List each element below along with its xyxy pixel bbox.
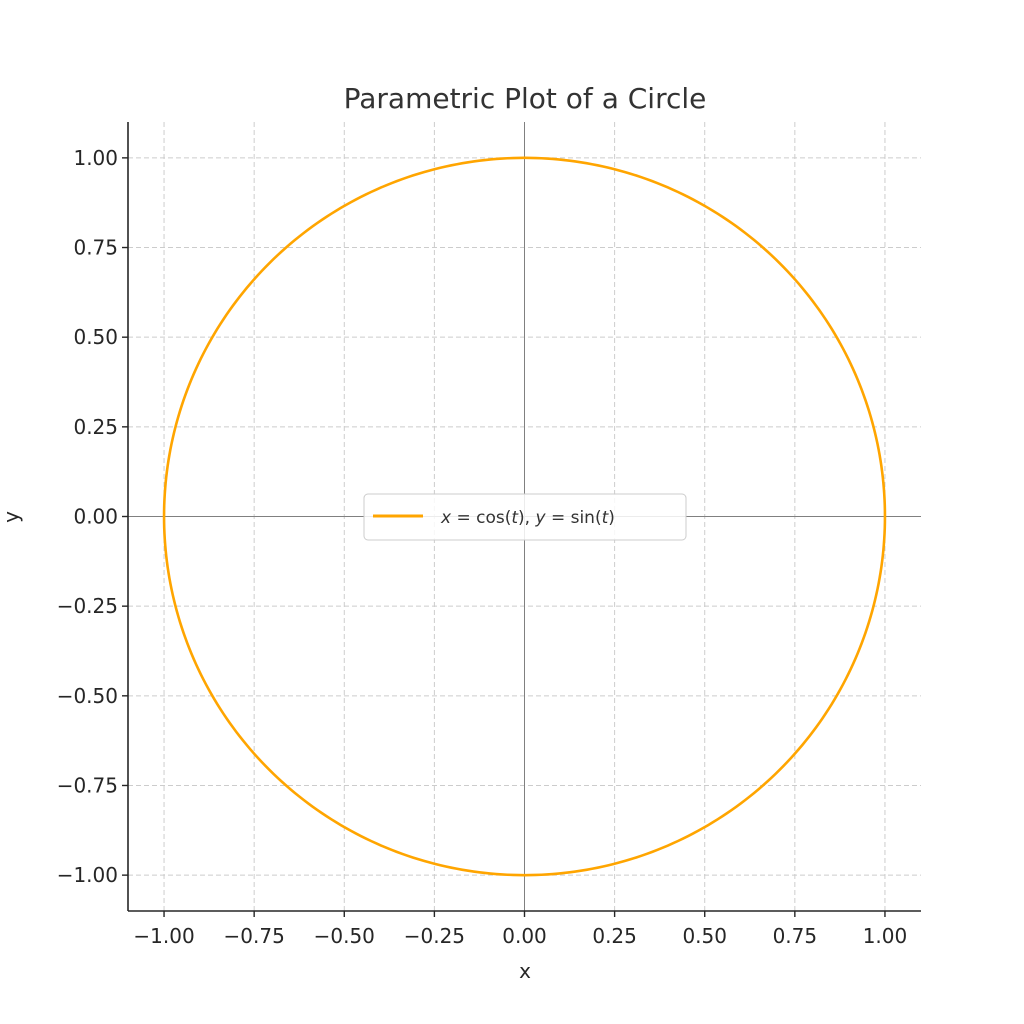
y-tick-label: 1.00 — [73, 146, 118, 170]
legend-label: x = cos(t), y = sin(t) — [440, 508, 615, 528]
y-tick-label: 0.00 — [73, 505, 118, 529]
x-tick-label: −0.25 — [404, 924, 465, 948]
y-tick-label: −1.00 — [57, 863, 118, 887]
x-axis-label: x — [519, 959, 531, 983]
y-tick-label: −0.50 — [57, 684, 118, 708]
y-tick-label: −0.25 — [57, 594, 118, 618]
circle-curve — [162, 156, 887, 877]
x-tick-label: 0.25 — [592, 924, 637, 948]
y-tick-label: 0.75 — [73, 236, 118, 260]
x-tick-label: −0.75 — [224, 924, 285, 948]
legend-box — [363, 493, 687, 541]
x-tick-label: −1.00 — [133, 924, 194, 948]
plot-area — [162, 156, 887, 877]
legend: x = cos(t), y = sin(t) — [363, 493, 687, 541]
x-tick-label: −0.50 — [314, 924, 375, 948]
y-axis-ticks: 1.00 0.75 0.50 0.25 0.00 −0.25 −0.50 −0.75 −1.00 — [57, 146, 128, 887]
x-tick-label: 0.75 — [773, 924, 818, 948]
y-axis-label: y — [0, 511, 23, 523]
x-tick-label: 0.50 — [682, 924, 727, 948]
x-tick-label: 1.00 — [863, 924, 908, 948]
y-tick-label: −0.75 — [57, 773, 118, 797]
y-tick-label: 0.50 — [73, 325, 118, 349]
chart-title: Parametric Plot of a Circle — [344, 82, 707, 115]
y-tick-label: 0.25 — [73, 415, 118, 439]
x-tick-label: 0.00 — [502, 924, 547, 948]
x-axis-ticks: −1.00 −0.75 −0.50 −0.25 0.00 0.25 0.50 0.75 1.00 — [133, 911, 907, 948]
